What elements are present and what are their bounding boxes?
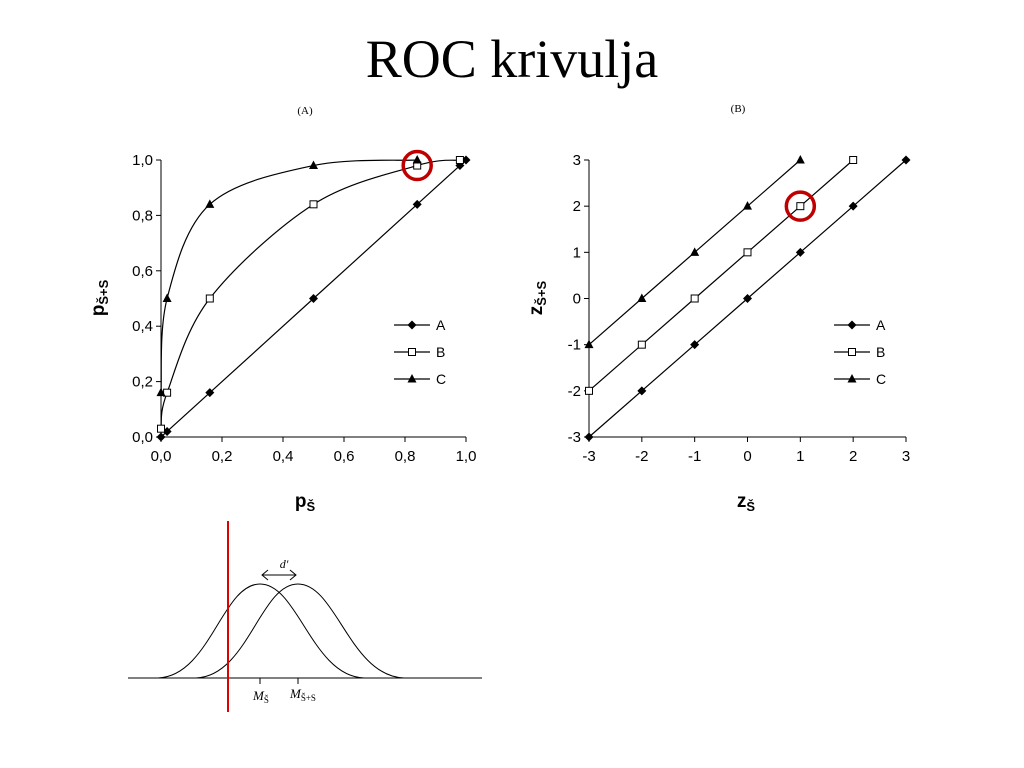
data-point-a (901, 155, 911, 165)
data-point-a (690, 340, 700, 350)
roc-chart-probability: (A) 0,0 0,2 0,4 0,6 0,8 1,0 0,0 0,2 0,4 0,6 0,8 1,… (88, 105, 476, 514)
x-tick-label: -2 (635, 448, 648, 465)
data-point-b (309, 200, 318, 209)
legend-label-c: C (436, 371, 446, 387)
signal-mean-label: MŠ+S (289, 686, 316, 703)
x-tick-label: 0 (743, 448, 751, 465)
data-point-b (157, 424, 165, 433)
data-point-a (795, 247, 805, 257)
legend-marker-a (407, 320, 417, 330)
panel-label-b: (B) (731, 103, 746, 115)
data-point-b (796, 202, 805, 211)
y-tick-label: 2 (573, 198, 581, 215)
x-tick-label: 2 (849, 448, 857, 465)
data-point-a (309, 294, 318, 303)
data-point-a (848, 201, 858, 211)
y-tick-label: 0,4 (132, 318, 153, 335)
legend-label-c: C (876, 371, 886, 387)
x-tick-label: 1,0 (456, 448, 477, 465)
series-line-b (160, 159, 460, 429)
panel-label-a: (A) (297, 105, 313, 117)
x-axis-label-b: zŠ (737, 491, 756, 514)
legend-label-b: B (436, 344, 445, 360)
data-point-c (412, 155, 422, 164)
x-tick-label: 0,2 (212, 448, 233, 465)
x-tick-label: 0,8 (395, 448, 416, 465)
data-point-b (690, 294, 699, 303)
data-point-b (205, 294, 214, 303)
y-axis-label-b: zŠ+S (526, 280, 549, 315)
y-tick-label: 0,8 (132, 207, 153, 224)
data-point-b (743, 248, 752, 257)
x-axis-label-a: pŠ (295, 491, 316, 514)
y-tick-label: 1,0 (132, 152, 153, 169)
series-line-b (588, 159, 854, 392)
highlight-circle (784, 190, 817, 222)
x-tick-label: 3 (902, 448, 910, 465)
y-tick-label: 0 (573, 291, 581, 308)
y-axis-label-a: pŠ+S (88, 279, 111, 316)
data-point-a (205, 388, 215, 398)
highlight-circle (401, 149, 433, 182)
y-tick-label: 3 (573, 152, 581, 169)
x-tick-label: 1 (796, 448, 804, 465)
legend-label-b: B (876, 344, 885, 360)
y-tick-label: 0,2 (132, 374, 153, 391)
data-point-b (585, 386, 593, 395)
plot-marks-b (584, 155, 911, 442)
y-tick-labels-b: -3 -2 -1 0 1 2 3 (568, 152, 589, 446)
slide-title: ROC krivulja (365, 29, 659, 89)
legend-label-a: A (436, 317, 446, 333)
legend-marker-a (847, 320, 857, 330)
legend-marker-b (848, 348, 856, 356)
data-point-a (584, 432, 594, 442)
data-point-c (156, 387, 166, 397)
noise-distribution-curve (157, 583, 365, 679)
x-tick-labels-b: -3 -2 -1 0 1 2 3 (582, 437, 910, 465)
data-point-a (637, 386, 647, 396)
data-point-a (156, 432, 166, 442)
legend-marker-c (847, 374, 857, 383)
data-point-c (795, 155, 805, 164)
x-tick-label: 0,0 (151, 448, 172, 465)
data-point-c (205, 199, 215, 208)
series-line-c (160, 159, 418, 393)
legend-marker-b (408, 348, 416, 356)
y-tick-label: -3 (568, 429, 581, 446)
signal-noise-distribution-curve (195, 583, 405, 679)
x-tick-label: 0,6 (334, 448, 355, 465)
data-point-c (690, 247, 700, 256)
x-tick-label: -3 (582, 448, 595, 465)
y-tick-labels-a: 0,0 0,2 0,4 0,6 0,8 1,0 (132, 152, 161, 446)
roc-chart-zscore: (B) -3 -2 -1 0 1 2 3 -3 -2 -1 0 1 2 3 zŠ zŠ+S ABC (526, 103, 911, 514)
plot-marks-a (156, 149, 471, 442)
legend-a: ABC (394, 317, 446, 387)
d-prime-arrow (261, 569, 297, 581)
legend-b: ABC (834, 317, 886, 387)
data-point-c (162, 293, 172, 302)
data-point-c (743, 201, 752, 210)
legend-label-a: A (876, 317, 886, 333)
signal-detection-diagram: d′ MŠ MŠ+S (128, 521, 482, 712)
y-tick-label: 0,0 (132, 429, 153, 446)
data-point-c (637, 293, 647, 302)
data-point-b (455, 156, 464, 164)
y-tick-label: -2 (568, 383, 581, 400)
x-tick-label: -1 (688, 448, 701, 465)
data-point-c (309, 160, 318, 170)
y-tick-label: 1 (573, 244, 581, 261)
y-tick-label: -1 (568, 337, 581, 354)
data-point-c (584, 339, 594, 349)
d-prime-label: d′ (280, 557, 289, 571)
legend-marker-c (407, 374, 417, 383)
data-point-b (637, 340, 646, 349)
data-point-a (743, 294, 752, 303)
y-tick-label: 0,6 (132, 263, 153, 280)
data-point-a (412, 199, 422, 209)
x-tick-label: 0,4 (273, 448, 294, 465)
data-point-b (849, 156, 858, 164)
noise-mean-label: MŠ (252, 688, 269, 705)
x-tick-labels-a: 0,0 0,2 0,4 0,6 0,8 1,0 (151, 437, 477, 465)
